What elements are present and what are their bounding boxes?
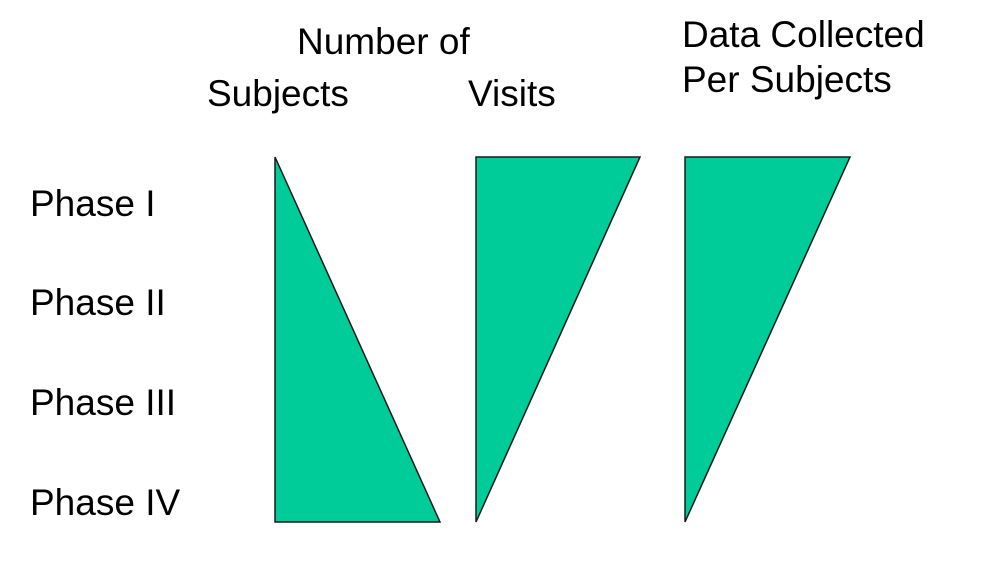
header-subjects: Subjects xyxy=(207,73,349,114)
data-collected-decreasing-triangle xyxy=(684,156,852,523)
visits-decreasing-triangle xyxy=(475,156,642,523)
phase-label-1: Phase I xyxy=(30,183,156,224)
subjects-increasing-triangle xyxy=(274,156,442,523)
phase-label-2: Phase II xyxy=(30,282,166,323)
phase-label-3: Phase III xyxy=(30,382,177,423)
header-number-of: Number of xyxy=(297,21,470,62)
phase-label-4: Phase IV xyxy=(30,482,181,523)
header-visits: Visits xyxy=(468,73,556,114)
header-data-collected-per-subjects: Data Collected Per Subjects xyxy=(682,14,925,100)
